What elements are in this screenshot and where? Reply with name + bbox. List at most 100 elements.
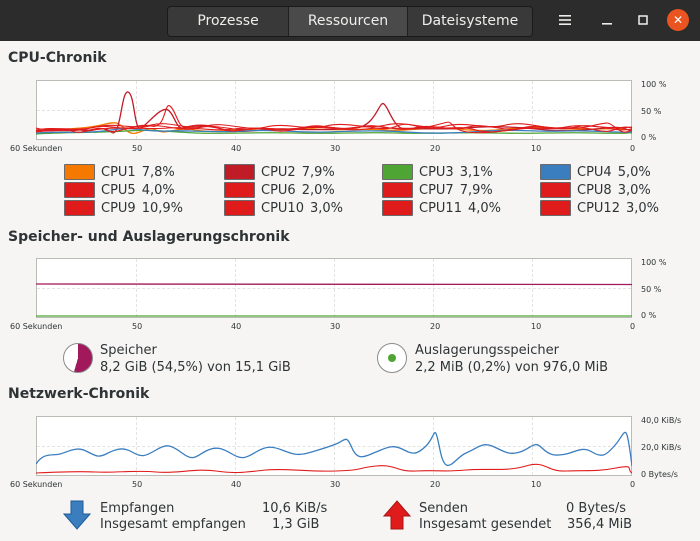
cpu-xtick: 60 Sekunden bbox=[10, 144, 63, 153]
minimize-icon[interactable] bbox=[597, 10, 617, 30]
net-xtick: 30 bbox=[330, 480, 341, 489]
cpu-legend-item: CPU6 2,0% bbox=[224, 181, 335, 199]
tab-filesystems[interactable]: Dateisysteme bbox=[408, 7, 532, 36]
cpu-name: CPU8 bbox=[577, 182, 612, 198]
cpu-color-swatch[interactable] bbox=[64, 200, 95, 216]
cpu-usage-value: 10,9% bbox=[141, 200, 184, 216]
maximize-icon[interactable] bbox=[633, 10, 653, 30]
receive-label: Empfangen bbox=[100, 501, 175, 516]
cpu-ytick-50: 50 % bbox=[641, 107, 662, 116]
cpu-usage-value: 4,0% bbox=[467, 200, 502, 216]
cpu-legend-item: CPU7 7,9% bbox=[382, 181, 493, 199]
tab-processes[interactable]: Prozesse bbox=[168, 7, 289, 36]
cpu-color-swatch[interactable] bbox=[224, 200, 255, 216]
net-ytick-20: 20,0 KiB/s bbox=[641, 443, 682, 452]
cpu-section-title: CPU-Chronik bbox=[8, 50, 107, 66]
cpu-xtick: 30 bbox=[330, 144, 341, 153]
mem-ytick-50: 50 % bbox=[641, 285, 662, 294]
cpu-xtick: 10 bbox=[531, 144, 542, 153]
net-xtick: 60 Sekunden bbox=[10, 480, 63, 489]
mem-xtick: 30 bbox=[330, 322, 341, 331]
upload-arrow-icon[interactable] bbox=[383, 500, 411, 530]
cpu-xtick: 20 bbox=[430, 144, 441, 153]
cpu-name: CPU5 bbox=[101, 182, 136, 198]
cpu-color-swatch[interactable] bbox=[382, 200, 413, 216]
cpu-legend-item: CPU12 3,0% bbox=[540, 199, 659, 217]
cpu-ytick-0: 0 % bbox=[641, 133, 657, 142]
cpu-legend-item: CPU9 10,9% bbox=[64, 199, 183, 217]
net-xtick: 50 bbox=[132, 480, 143, 489]
swap-pie-icon[interactable] bbox=[377, 343, 407, 373]
cpu-legend-item: CPU2 7,9% bbox=[224, 163, 335, 181]
cpu-color-swatch[interactable] bbox=[382, 164, 413, 180]
cpu-color-swatch[interactable] bbox=[224, 164, 255, 180]
cpu-name: CPU6 bbox=[261, 182, 296, 198]
cpu-name: CPU4 bbox=[577, 164, 612, 180]
send-total: 356,4 MiB bbox=[567, 517, 633, 532]
net-xtick: 40 bbox=[231, 480, 242, 489]
cpu-name: CPU3 bbox=[419, 164, 454, 180]
cpu-legend-item: CPU11 4,0% bbox=[382, 199, 501, 217]
receive-total: 1,3 GiB bbox=[272, 517, 320, 532]
cpu-legend-item: CPU8 3,0% bbox=[540, 181, 651, 199]
send-total-label: Insgesamt gesendet bbox=[419, 517, 552, 532]
cpu-lines bbox=[36, 91, 632, 135]
cpu-usage-value: 7,9% bbox=[459, 182, 493, 198]
cpu-color-swatch[interactable] bbox=[540, 164, 571, 180]
cpu-ytick-100: 100 % bbox=[641, 80, 667, 89]
cpu-color-swatch[interactable] bbox=[382, 182, 413, 198]
net-ytick-40: 40,0 KiB/s bbox=[641, 416, 682, 425]
header-bar: Prozesse Ressourcen Dateisysteme ✕ bbox=[0, 0, 700, 41]
cpu-color-swatch[interactable] bbox=[64, 182, 95, 198]
swap-label: Auslagerungsspeicher bbox=[415, 343, 559, 358]
net-xtick: 0 bbox=[630, 480, 636, 489]
memory-section-title: Speicher- und Auslagerungschronik bbox=[8, 229, 290, 245]
cpu-usage-value: 3,0% bbox=[309, 200, 344, 216]
cpu-usage-value: 5,0% bbox=[617, 164, 651, 180]
memory-detail: 8,2 GiB (54,5%) von 15,1 GiB bbox=[100, 360, 291, 375]
close-icon[interactable]: ✕ bbox=[667, 9, 689, 31]
cpu-usage-value: 2,0% bbox=[301, 182, 335, 198]
download-arrow-icon[interactable] bbox=[63, 500, 91, 530]
cpu-name: CPU7 bbox=[419, 182, 454, 198]
cpu-legend-item: CPU1 7,8% bbox=[64, 163, 175, 181]
cpu-legend-item: CPU10 3,0% bbox=[224, 199, 343, 217]
mem-xtick: 0 bbox=[630, 322, 636, 331]
memory-lines bbox=[36, 283, 632, 317]
send-label: Senden bbox=[419, 501, 468, 516]
cpu-name: CPU2 bbox=[261, 164, 296, 180]
mem-ytick-100: 100 % bbox=[641, 258, 667, 267]
net-xtick: 20 bbox=[430, 480, 441, 489]
mem-xtick: 20 bbox=[430, 322, 441, 331]
memory-history-graph bbox=[36, 258, 632, 318]
mem-xtick: 40 bbox=[231, 322, 242, 331]
network-lines bbox=[36, 431, 632, 474]
tab-resources[interactable]: Ressourcen bbox=[289, 7, 408, 36]
cpu-legend-item: CPU4 5,0% bbox=[540, 163, 651, 181]
mem-xtick: 50 bbox=[132, 322, 143, 331]
cpu-color-swatch[interactable] bbox=[224, 182, 255, 198]
cpu-name: CPU11 bbox=[419, 200, 462, 216]
cpu-xtick: 50 bbox=[132, 144, 143, 153]
cpu-color-swatch[interactable] bbox=[64, 164, 95, 180]
hamburger-menu-icon[interactable] bbox=[555, 10, 575, 30]
memory-pie-icon[interactable] bbox=[63, 343, 93, 373]
mem-xtick: 60 Sekunden bbox=[10, 322, 63, 331]
cpu-usage-value: 4,0% bbox=[141, 182, 175, 198]
cpu-color-swatch[interactable] bbox=[540, 200, 571, 216]
cpu-xtick: 40 bbox=[231, 144, 242, 153]
cpu-color-swatch[interactable] bbox=[540, 182, 571, 198]
mem-xtick: 10 bbox=[531, 322, 542, 331]
cpu-usage-value: 3,0% bbox=[617, 182, 651, 198]
receive-total-label: Insgesamt empfangen bbox=[100, 517, 246, 532]
net-xtick: 10 bbox=[531, 480, 542, 489]
cpu-name: CPU1 bbox=[101, 164, 136, 180]
cpu-name: CPU12 bbox=[577, 200, 620, 216]
mem-ytick-0: 0 % bbox=[641, 311, 657, 320]
memory-label: Speicher bbox=[100, 343, 157, 358]
cpu-usage-value: 3,0% bbox=[625, 200, 660, 216]
cpu-legend-item: CPU5 4,0% bbox=[64, 181, 175, 199]
cpu-usage-value: 7,8% bbox=[141, 164, 175, 180]
cpu-usage-value: 3,1% bbox=[459, 164, 493, 180]
cpu-xtick: 0 bbox=[630, 144, 636, 153]
